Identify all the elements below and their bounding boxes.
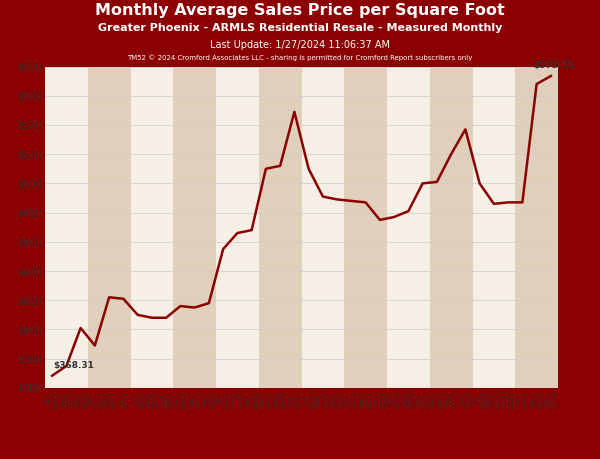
Bar: [88, 67, 131, 388]
Text: $573.55: $573.55: [534, 61, 575, 70]
Text: Greater Phoenix - ARMLS Residential Resale - Measured Monthly: Greater Phoenix - ARMLS Residential Resa…: [98, 23, 502, 34]
Text: TM52 © 2024 Cromford Associates LLC - sharing is permitted for Cromford Report s: TM52 © 2024 Cromford Associates LLC - sh…: [127, 55, 473, 61]
Bar: [515, 67, 558, 388]
Bar: [173, 67, 216, 388]
Bar: [344, 67, 387, 388]
Bar: [430, 67, 473, 388]
Bar: [259, 67, 302, 388]
Text: Last Update: 1/27/2024 11:06:37 AM: Last Update: 1/27/2024 11:06:37 AM: [210, 40, 390, 50]
Text: Monthly Average Sales Price per Square Foot: Monthly Average Sales Price per Square F…: [95, 3, 505, 18]
Text: $368.31: $368.31: [53, 361, 94, 370]
